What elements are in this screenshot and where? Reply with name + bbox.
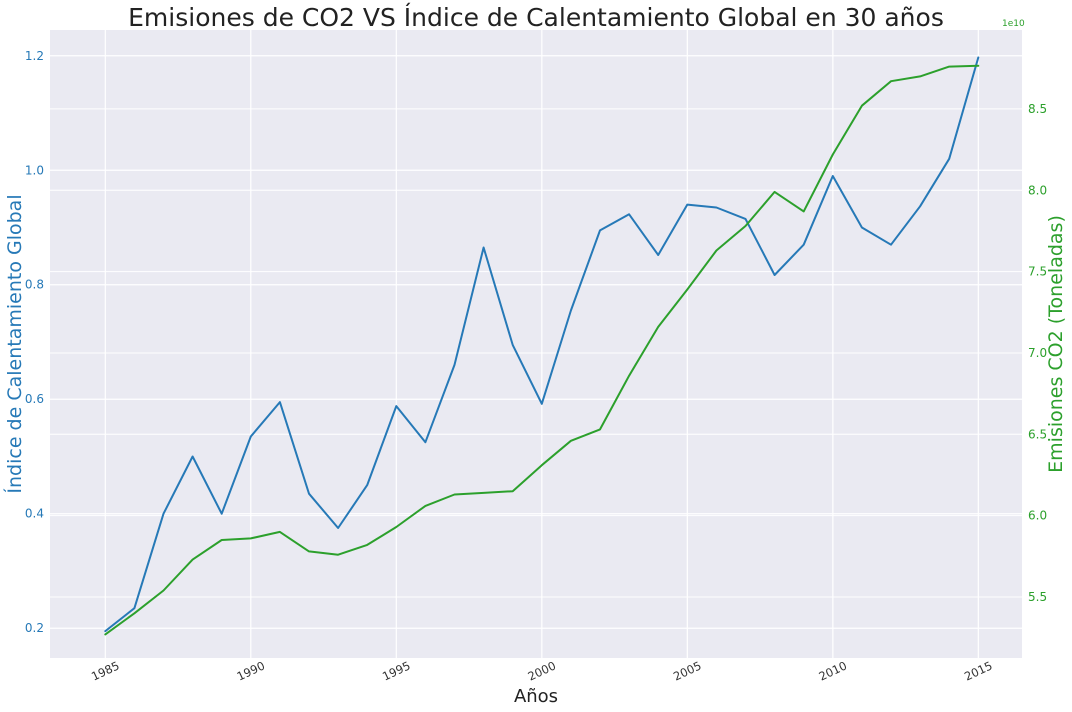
y-left-tick-label: 0.4 bbox=[25, 507, 44, 521]
x-tick-label: 1995 bbox=[380, 658, 412, 683]
x-tick-label: 2015 bbox=[962, 658, 994, 683]
series-line-co2 bbox=[104, 64, 980, 636]
y-axis-right-title: Emisiones CO2 (Toneladas) bbox=[1045, 215, 1067, 473]
y-right-tick-label: 6.0 bbox=[1028, 509, 1047, 523]
y-right-tick-label: 8.5 bbox=[1028, 102, 1047, 116]
x-axis-title: Años bbox=[514, 686, 558, 707]
y-left-tick-label: 1.2 bbox=[25, 49, 44, 63]
y-right-tick-label: 5.5 bbox=[1028, 590, 1047, 604]
y-left-tick-label: 0.2 bbox=[25, 621, 44, 635]
y-right-tick-label: 6.5 bbox=[1028, 427, 1047, 441]
y-right-tick-label: 8.0 bbox=[1028, 183, 1047, 197]
y-left-tick-label: 0.8 bbox=[25, 278, 44, 292]
y-left-tick-label: 1.0 bbox=[25, 163, 44, 177]
x-tick-label: 2005 bbox=[671, 658, 703, 683]
y-right-tick-label: 7.5 bbox=[1028, 265, 1047, 279]
y-left-tick-label: 0.6 bbox=[25, 392, 44, 406]
right-axis-exponent: 1e10 bbox=[1002, 19, 1025, 29]
x-tick-label: 1985 bbox=[89, 658, 121, 683]
series-lines bbox=[104, 56, 980, 636]
x-tick-label: 1990 bbox=[235, 658, 267, 683]
series-line-calentamiento bbox=[104, 56, 980, 633]
chart-title: Emisiones de CO2 VS Índice de Calentamie… bbox=[128, 3, 944, 32]
grid-lines bbox=[50, 30, 1022, 658]
x-tick-label: 2010 bbox=[817, 658, 849, 683]
x-tick-label: 2000 bbox=[526, 658, 558, 683]
plot-background bbox=[50, 30, 1022, 658]
y-axis-left-title: Índice de Calentamiento Global bbox=[3, 194, 26, 493]
y-right-tick-label: 7.0 bbox=[1028, 346, 1047, 360]
